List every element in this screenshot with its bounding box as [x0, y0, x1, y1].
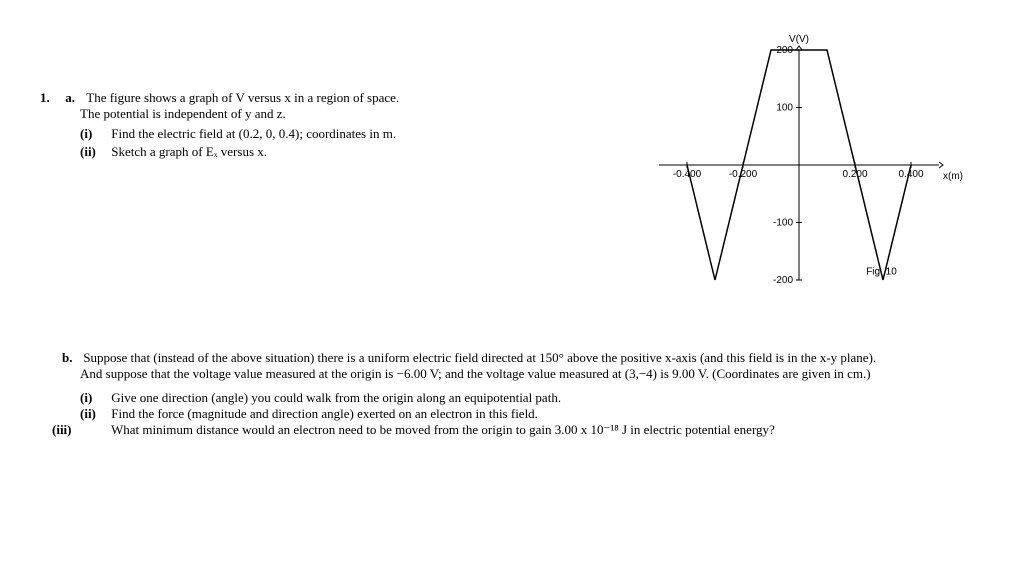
part-b-i: (i) Give one direction (angle) you could…: [80, 390, 900, 406]
top-row: 1. a. The figure shows a graph of V vers…: [40, 30, 984, 300]
part-a: 1. a. The figure shows a graph of V vers…: [40, 90, 604, 160]
b-roman-iii: (iii): [80, 422, 108, 438]
svg-text:0.200: 0.200: [842, 169, 867, 180]
part-b-i-text: Give one direction (angle) you could wal…: [111, 390, 561, 405]
part-b-iii-text: What minimum distance would an electron …: [111, 422, 775, 437]
part-b: b. Suppose that (instead of the above si…: [80, 350, 900, 438]
svg-text:-0.400: -0.400: [673, 169, 702, 180]
svg-text:-0.200: -0.200: [729, 169, 758, 180]
svg-text:100: 100: [776, 103, 793, 114]
part-b-paragraph: Suppose that (instead of the above situa…: [80, 350, 876, 381]
question-number: 1.: [40, 90, 62, 106]
svg-text:-100: -100: [773, 218, 793, 229]
part-a-line1: The figure shows a graph of V versus x i…: [86, 90, 399, 105]
part-a-line2: The potential is independent of y and z.: [80, 106, 604, 122]
part-b-ii: (ii) Find the force (magnitude and direc…: [80, 406, 900, 422]
part-a-label: a.: [65, 90, 83, 106]
b-roman-ii: (ii): [80, 406, 108, 422]
v-vs-x-chart: 200100-100-200-0.400-0.2000.2000.400V(V)…: [614, 30, 984, 300]
part-b-iii: (iii) What minimum distance would an ele…: [80, 422, 900, 438]
part-a-ii: (ii) Sketch a graph of Eₓ versus x.: [80, 144, 604, 160]
svg-text:-200: -200: [773, 275, 793, 286]
svg-text:V(V): V(V): [789, 34, 809, 45]
part-a-ii-text: Sketch a graph of Eₓ versus x.: [111, 144, 267, 159]
question-text-column: 1. a. The figure shows a graph of V vers…: [40, 30, 604, 162]
b-roman-i: (i): [80, 390, 108, 406]
roman-ii: (ii): [80, 144, 108, 160]
svg-text:x(m): x(m): [943, 171, 963, 182]
part-b-ii-text: Find the force (magnitude and direction …: [111, 406, 538, 421]
part-a-i-text: Find the electric field at (0.2, 0, 0.4)…: [111, 126, 396, 141]
part-b-label: b.: [62, 350, 80, 366]
svg-text:0.400: 0.400: [898, 169, 923, 180]
roman-i: (i): [80, 126, 108, 142]
svg-text:Fig. 10: Fig. 10: [866, 266, 897, 277]
part-a-i: (i) Find the electric field at (0.2, 0, …: [80, 126, 604, 142]
chart-column: 200100-100-200-0.400-0.2000.2000.400V(V)…: [604, 30, 984, 300]
